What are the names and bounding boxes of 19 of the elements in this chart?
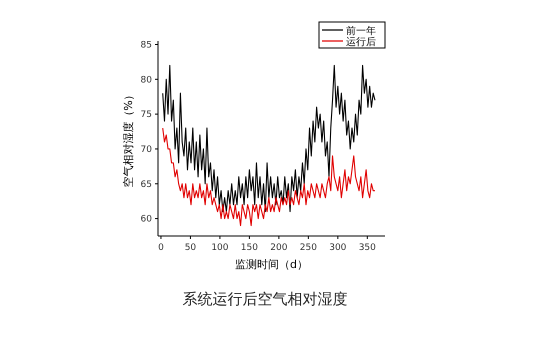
legend-label: 前一年 [346, 25, 376, 37]
y-axis-title: 空气相对湿度（%） [122, 89, 135, 188]
x-tick-label: 50 [184, 243, 196, 253]
y-tick-label: 70 [140, 144, 152, 155]
y-tick-label: 60 [140, 214, 152, 225]
y-tick-label: 85 [140, 40, 152, 50]
x-tick-label: 0 [158, 243, 164, 253]
legend-label: 运行后 [346, 36, 376, 48]
x-tick-label: 250 [300, 243, 318, 253]
x-tick-label: 200 [270, 243, 288, 253]
y-tick-label: 80 [140, 75, 152, 86]
x-axis-title: 监测时间（d） [235, 258, 308, 271]
y-tick-label: 65 [140, 180, 152, 190]
x-tick-label: 350 [358, 243, 376, 253]
x-tick-label: 100 [211, 243, 229, 253]
text: 系统运行后空气相对湿度 [182, 290, 348, 308]
y-tick-label: 75 [140, 110, 152, 120]
x-tick-label: 300 [329, 243, 347, 253]
x-tick-label: 150 [240, 243, 258, 253]
